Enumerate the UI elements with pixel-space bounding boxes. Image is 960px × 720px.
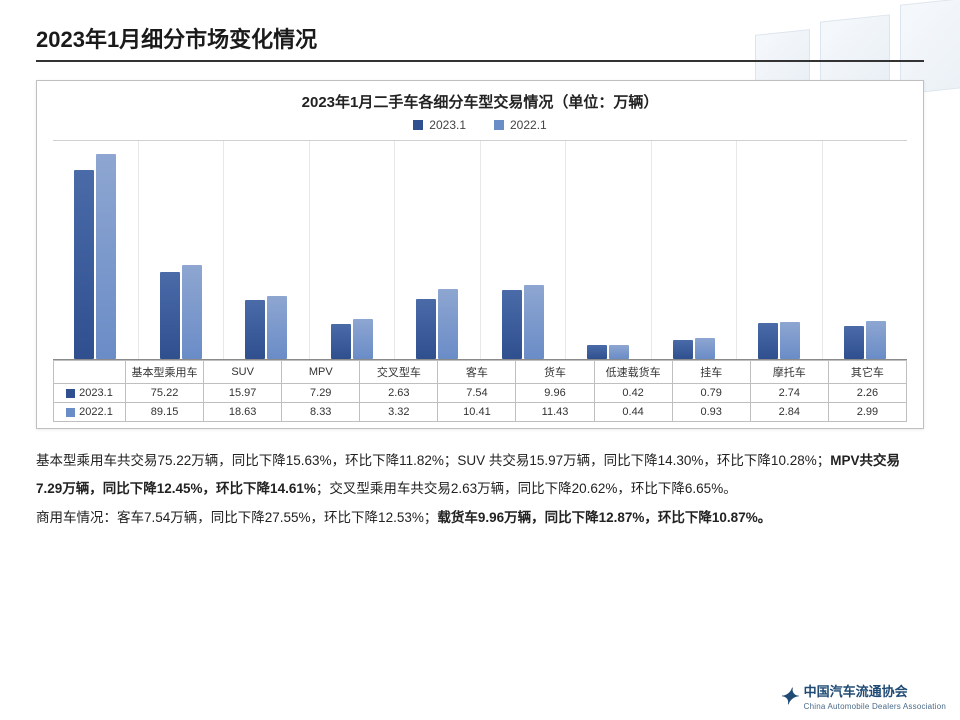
text-span: 商用车情况：客车7.54万辆，同比下降27.55%，环比下降12.53%； [36, 510, 437, 525]
table-cell: 2.74 [750, 384, 828, 403]
analysis-paragraph: 商用车情况：客车7.54万辆，同比下降27.55%，环比下降12.53%；载货车… [36, 504, 924, 532]
bar-group [138, 141, 224, 359]
table-cell: 7.54 [438, 384, 516, 403]
row-swatch [66, 389, 75, 398]
table-cell: 18.63 [204, 403, 282, 422]
bar [524, 285, 544, 359]
legend-item: 2022.1 [494, 118, 547, 132]
bar [331, 324, 351, 359]
table-col-header: 交叉型车 [360, 361, 438, 384]
table-col-header: 摩托车 [750, 361, 828, 384]
chart-title: 2023年1月二手车各细分车型交易情况（单位：万辆） [53, 91, 907, 112]
bar [780, 322, 800, 359]
table-col-header: 客车 [438, 361, 516, 384]
bar [695, 338, 715, 359]
chart-plot-area [53, 140, 907, 360]
text-span: ；交叉型乘用车共交易2.63万辆，同比下降20.62%，环比下降6.65%。 [316, 481, 737, 496]
table-cell: 2.63 [360, 384, 438, 403]
table-cell: 89.15 [126, 403, 204, 422]
bar-group [736, 141, 822, 359]
analysis-paragraph: 基本型乘用车共交易75.22万辆，同比下降15.63%，环比下降11.82%；S… [36, 447, 924, 504]
legend-swatch [413, 120, 423, 130]
table-col-header: 基本型乘用车 [126, 361, 204, 384]
text-bold: 载货车9.96万辆，同比下降12.87%，环比下降10.87%。 [437, 510, 771, 525]
bar [160, 272, 180, 359]
bar [438, 289, 458, 359]
bar-group [480, 141, 566, 359]
table-cell: 2.84 [750, 403, 828, 422]
bar [245, 300, 265, 359]
bar [609, 345, 629, 359]
bar [673, 340, 693, 359]
bar [758, 323, 778, 359]
analysis-text: 基本型乘用车共交易75.22万辆，同比下降15.63%，环比下降11.82%；S… [36, 447, 924, 532]
bar-group [822, 141, 908, 359]
bar [74, 170, 94, 359]
table-cell: 0.42 [594, 384, 672, 403]
footer-association-logo: ✦ 中国汽车流通协会 China Automobile Dealers Asso… [779, 681, 946, 712]
table-cell: 3.32 [360, 403, 438, 422]
table-col-header: SUV [204, 361, 282, 384]
table-cell: 15.97 [204, 384, 282, 403]
legend-swatch [494, 120, 504, 130]
row-series-name: 2023.1 [79, 387, 113, 399]
row-series-name: 2022.1 [79, 406, 113, 418]
table-cell: 2.99 [828, 403, 906, 422]
bar [416, 299, 436, 359]
footer-en: China Automobile Dealers Association [804, 702, 946, 711]
text-span: 基本型乘用车共交易75.22万辆，同比下降15.63%，环比下降11.82%；S… [36, 453, 830, 468]
table-cell: 8.33 [282, 403, 360, 422]
table-cell: 75.22 [126, 384, 204, 403]
bar-group [53, 141, 138, 359]
table-row-label: 2022.1 [54, 403, 126, 422]
chart-data-table: 基本型乘用车SUVMPV交叉型车客车货车低速载货车挂车摩托车其它车 2023.1… [53, 360, 907, 422]
table-cell: 0.93 [672, 403, 750, 422]
chart-container: 2023年1月二手车各细分车型交易情况（单位：万辆） 2023.1 2022.1 … [36, 80, 924, 429]
bar-group [394, 141, 480, 359]
table-col-header: 低速载货车 [594, 361, 672, 384]
table-cell: 7.29 [282, 384, 360, 403]
bar-group [223, 141, 309, 359]
bar [587, 345, 607, 359]
legend-item: 2023.1 [413, 118, 466, 132]
row-swatch [66, 408, 75, 417]
table-cell: 11.43 [516, 403, 594, 422]
table-row: 2022.1 89.1518.638.333.3210.4111.430.440.… [54, 403, 907, 422]
bar-group [651, 141, 737, 359]
bar [96, 154, 116, 359]
bar [267, 296, 287, 359]
table-cell: 0.79 [672, 384, 750, 403]
table-col-header: 货车 [516, 361, 594, 384]
footer-cn: 中国汽车流通协会 [804, 684, 908, 699]
table-col-header: MPV [282, 361, 360, 384]
table-row: 2023.1 75.2215.977.292.637.549.960.420.79… [54, 384, 907, 403]
bar [866, 321, 886, 359]
legend-label: 2023.1 [429, 118, 466, 132]
legend-label: 2022.1 [510, 118, 547, 132]
bar [182, 265, 202, 359]
chart-legend: 2023.1 2022.1 [53, 118, 907, 132]
table-row-label: 2023.1 [54, 384, 126, 403]
bar-group [309, 141, 395, 359]
logo-mark: ✦ [779, 684, 797, 710]
table-col-header: 其它车 [828, 361, 906, 384]
bar [844, 326, 864, 359]
title-underline [36, 60, 924, 62]
table-cell: 10.41 [438, 403, 516, 422]
table-cell: 0.44 [594, 403, 672, 422]
bar [502, 290, 522, 359]
bar [353, 319, 373, 359]
table-cell: 2.26 [828, 384, 906, 403]
table-corner [54, 361, 126, 384]
bar-group [565, 141, 651, 359]
table-cell: 9.96 [516, 384, 594, 403]
table-col-header: 挂车 [672, 361, 750, 384]
page-title: 2023年1月细分市场变化情况 [36, 22, 924, 54]
